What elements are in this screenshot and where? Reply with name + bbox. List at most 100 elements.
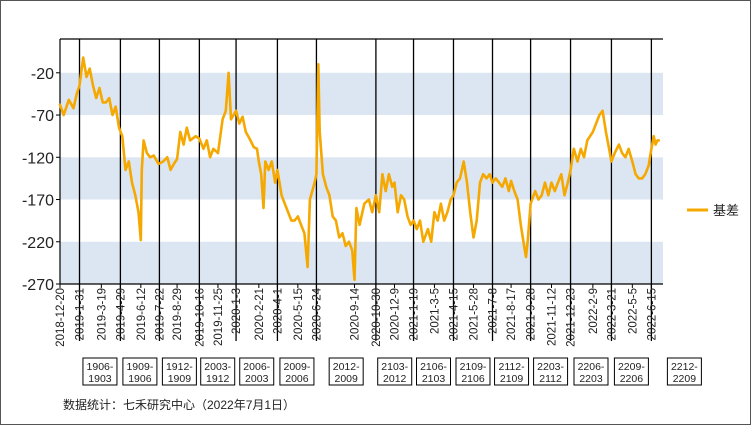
contract-label-box: 2203-2112 <box>533 357 569 386</box>
contract-label-text: 2106- <box>420 361 447 373</box>
y-axis-ticks: -20 -70 -120 -170 -220 -270 <box>22 66 60 294</box>
contract-label-text: 2212- <box>671 361 698 373</box>
contract-label-box: 1906-1903 <box>82 357 118 386</box>
contract-label-text: 2209- <box>618 361 645 373</box>
contract-box-border <box>239 357 275 386</box>
x-tick-label: 2019-1-31 <box>75 288 87 340</box>
source-note: 数据统计：七禾研究中心（2022年7月1日） <box>63 397 295 412</box>
contract-label-text: 2009- <box>283 361 310 373</box>
x-tick-label: 2021-7-8 <box>488 288 500 334</box>
x-tick-label: 2019-8-29 <box>172 288 184 340</box>
x-tick-label: 2022-2-9 <box>588 288 600 334</box>
contract-label-text: 2203- <box>537 361 564 373</box>
x-tick-label: 2019-3-19 <box>96 288 108 340</box>
contract-box-border <box>279 357 315 386</box>
contract-label-boxes: 1906-19031909-19061912-19092003-19122006… <box>82 357 702 386</box>
contract-label-box: 2012-2009 <box>328 357 364 386</box>
band <box>60 72 663 116</box>
contract-label-text: 1903 <box>88 373 112 385</box>
contract-label-text: 2209 <box>673 373 697 385</box>
contract-label-text: 1906 <box>128 373 152 385</box>
x-axis-ticks: 2018-12-20 2019-1-31 2019-3-19 2019-4-29 201… <box>55 284 658 347</box>
contract-label-box: 2212-2209 <box>666 357 702 386</box>
contract-box-border <box>328 357 364 386</box>
contract-box-border <box>533 357 569 386</box>
contract-box-border <box>161 357 197 386</box>
contract-label-text: 2012- <box>333 361 360 373</box>
legend: 基差 <box>687 203 739 218</box>
contract-label-text: 2206- <box>578 361 605 373</box>
x-tick-label: 2022-5-5 <box>627 288 639 334</box>
x-tick-label: 2020-10-30 <box>371 288 383 347</box>
contract-box-border <box>573 357 609 386</box>
contract-label-text: 2006 <box>285 373 309 385</box>
contract-label-text: 2112- <box>499 361 526 373</box>
contract-label-text: 2112 <box>539 373 562 385</box>
x-tick-label: 2021-5-28 <box>468 288 480 340</box>
contract-box-border <box>666 357 702 386</box>
contract-label-text: 1912 <box>206 373 230 385</box>
contract-label-text: 1909- <box>126 361 153 373</box>
x-tick-label: 2019-7-22 <box>154 288 166 340</box>
axes <box>59 38 663 285</box>
x-tick-label: 2021-9-28 <box>526 288 538 340</box>
contract-label-box: 2009-2006 <box>279 357 315 386</box>
contract-label-box: 2206-2203 <box>573 357 609 386</box>
x-tick-label: 2021-3-5 <box>429 288 441 334</box>
x-tick-label: 2019-11-25 <box>213 288 225 346</box>
legend-label-basis: 基差 <box>713 203 739 218</box>
contract-label-text: 2106 <box>461 373 485 385</box>
contract-box-border <box>494 357 530 386</box>
band <box>60 241 663 284</box>
y-tick-label: -20 <box>31 66 54 83</box>
contract-switch-markers <box>78 39 653 341</box>
contract-label-text: 2006- <box>243 361 270 373</box>
contract-box-border <box>455 357 491 386</box>
x-tick-label: 2021-4-15 <box>448 288 460 340</box>
contract-label-box: 2209-2206 <box>613 357 649 386</box>
x-tick-label: 2021-11-12 <box>547 288 559 346</box>
y-tick-label: -120 <box>22 150 54 167</box>
contract-box-border <box>613 357 649 386</box>
contract-label-box: 2106-2103 <box>416 357 452 386</box>
y-tick-label: -70 <box>31 108 54 125</box>
x-tick-label: 2020-12-9 <box>389 288 401 340</box>
x-tick-label: 2020-5-15 <box>293 288 305 340</box>
series-layer <box>58 56 661 282</box>
x-tick-label: 2022-6-15 <box>646 288 658 340</box>
x-tick-label: 2020-6-24 <box>311 287 323 340</box>
x-tick-label: 2020-1-3 <box>231 288 243 334</box>
x-tick-label: 2021-8-17 <box>506 288 518 340</box>
contract-label-text: 2203 <box>579 373 603 385</box>
x-tick-label: 2020-2-21 <box>254 288 266 340</box>
contract-label-text: 2003 <box>245 373 269 385</box>
contract-label-text: 2109 <box>500 373 524 385</box>
contract-label-text: 1906- <box>87 361 114 373</box>
background-bands <box>60 72 663 284</box>
y-tick-label: -220 <box>22 235 54 252</box>
contract-box-border <box>377 357 413 386</box>
contract-label-text: 1909 <box>168 373 192 385</box>
contract-label-box: 2112-2109 <box>494 357 530 386</box>
contract-label-box: 2109-2106 <box>455 357 491 386</box>
contract-label-text: 2103- <box>381 361 408 373</box>
x-tick-label: 2020-4-1 <box>272 288 284 334</box>
contract-label-text: 2012 <box>383 373 407 385</box>
x-tick-label: 2021-12-23 <box>566 288 578 347</box>
x-tick-label: 2018-12-20 <box>55 288 67 347</box>
x-tick-label: 2022-3-21 <box>606 288 618 340</box>
contract-label-box: 1912-1909 <box>161 357 197 386</box>
x-tick-label: 2020-9-14 <box>350 287 362 340</box>
contract-label-box: 1909-1906 <box>122 357 158 386</box>
contract-box-border <box>82 357 118 386</box>
contract-label-box: 2003-1912 <box>200 357 236 386</box>
series-line-basis <box>58 56 661 282</box>
contract-label-text: 2103 <box>422 373 446 385</box>
x-tick-label: 2019-10-16 <box>194 288 206 347</box>
contract-label-box: 2103-2012 <box>377 357 413 386</box>
contract-box-border <box>416 357 452 386</box>
contract-label-text: 1912- <box>166 361 193 373</box>
contract-label-text: 2009 <box>334 373 358 385</box>
